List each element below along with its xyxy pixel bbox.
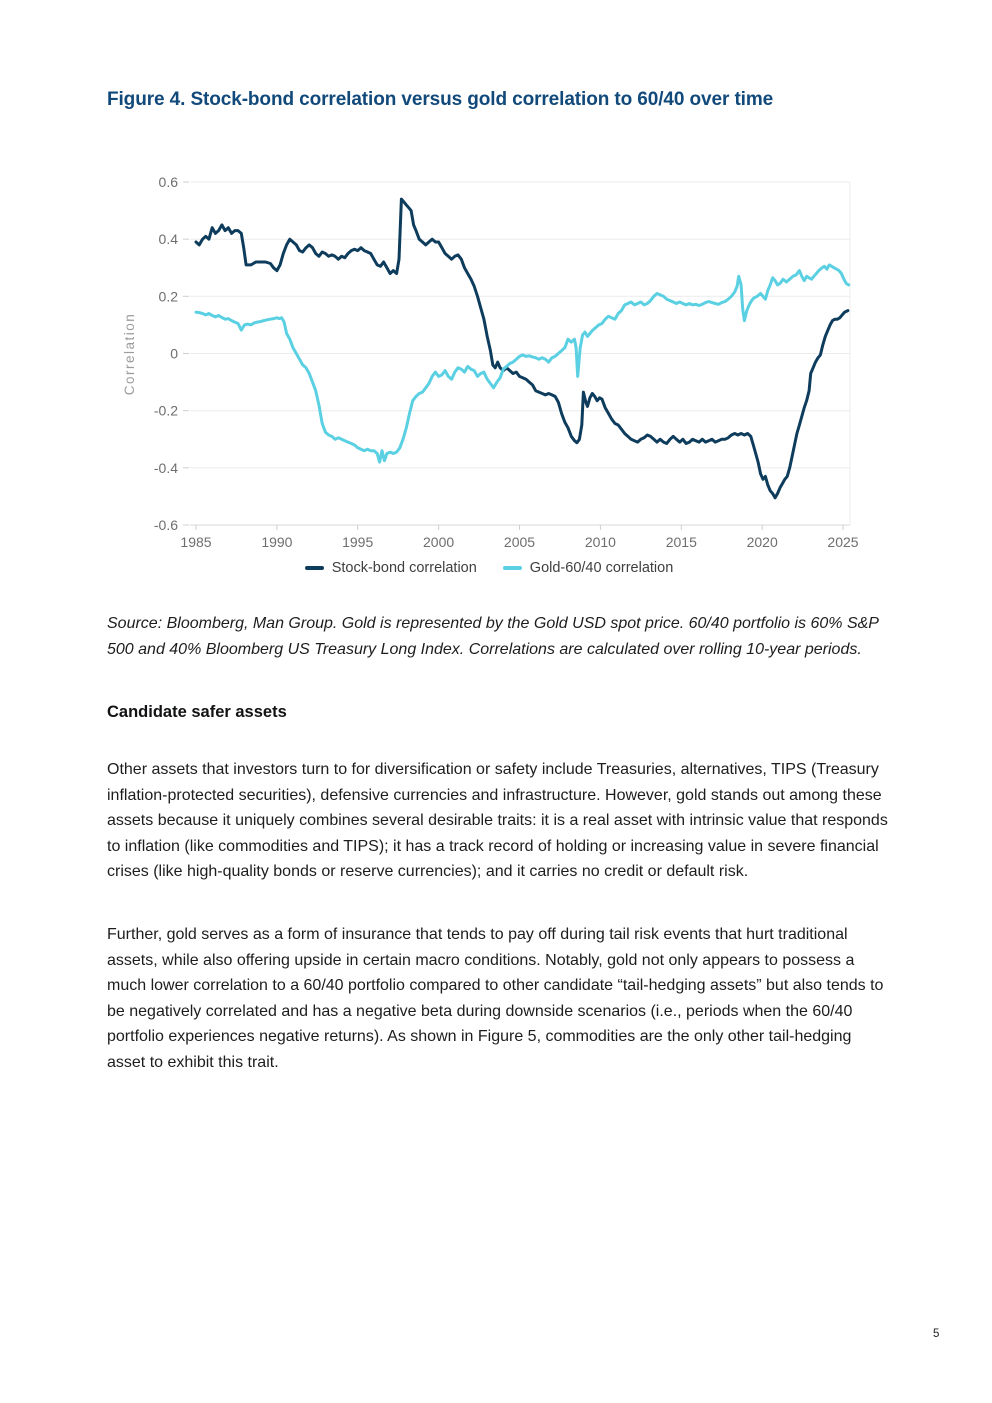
legend-item-stock-bond: Stock-bond correlation xyxy=(304,560,477,576)
legend-dash-stock-bond-icon xyxy=(304,566,324,570)
svg-text:1985: 1985 xyxy=(180,534,211,550)
chart-legend: Stock-bond correlation Gold-60/40 correl… xyxy=(118,560,860,576)
svg-text:-0.2: -0.2 xyxy=(154,403,178,419)
svg-text:-0.6: -0.6 xyxy=(154,517,178,533)
svg-text:1990: 1990 xyxy=(261,534,292,550)
body-paragraph: Other assets that investors turn to for … xyxy=(107,761,888,880)
svg-text:2005: 2005 xyxy=(504,534,535,550)
page-number: 5 xyxy=(933,1328,940,1340)
section-heading: Candidate safer assets xyxy=(107,703,287,721)
svg-text:0.6: 0.6 xyxy=(159,174,179,190)
figure-title: Figure 4. Stock-bond correlation versus … xyxy=(107,89,774,110)
svg-text:Correlation: Correlation xyxy=(122,313,137,396)
figure-source-note: Source: Bloomberg, Man Group. Gold is re… xyxy=(107,615,879,658)
legend-label-gold-6040: Gold-60/40 correlation xyxy=(529,560,674,576)
svg-text:2025: 2025 xyxy=(827,534,858,550)
svg-text:2015: 2015 xyxy=(666,534,697,550)
svg-text:2020: 2020 xyxy=(747,534,778,550)
svg-text:0.2: 0.2 xyxy=(159,288,179,304)
svg-text:0: 0 xyxy=(170,346,178,362)
svg-text:1995: 1995 xyxy=(342,534,373,550)
legend-dash-gold-6040-icon xyxy=(502,566,522,570)
svg-text:2010: 2010 xyxy=(585,534,616,550)
svg-text:0.4: 0.4 xyxy=(159,231,179,247)
svg-text:2000: 2000 xyxy=(423,534,454,550)
body-paragraph: Further, gold serves as a form of insura… xyxy=(107,926,884,1071)
legend-item-gold-6040: Gold-60/40 correlation xyxy=(502,560,674,576)
svg-text:-0.4: -0.4 xyxy=(154,460,178,476)
legend-label-stock-bond: Stock-bond correlation xyxy=(331,560,477,576)
